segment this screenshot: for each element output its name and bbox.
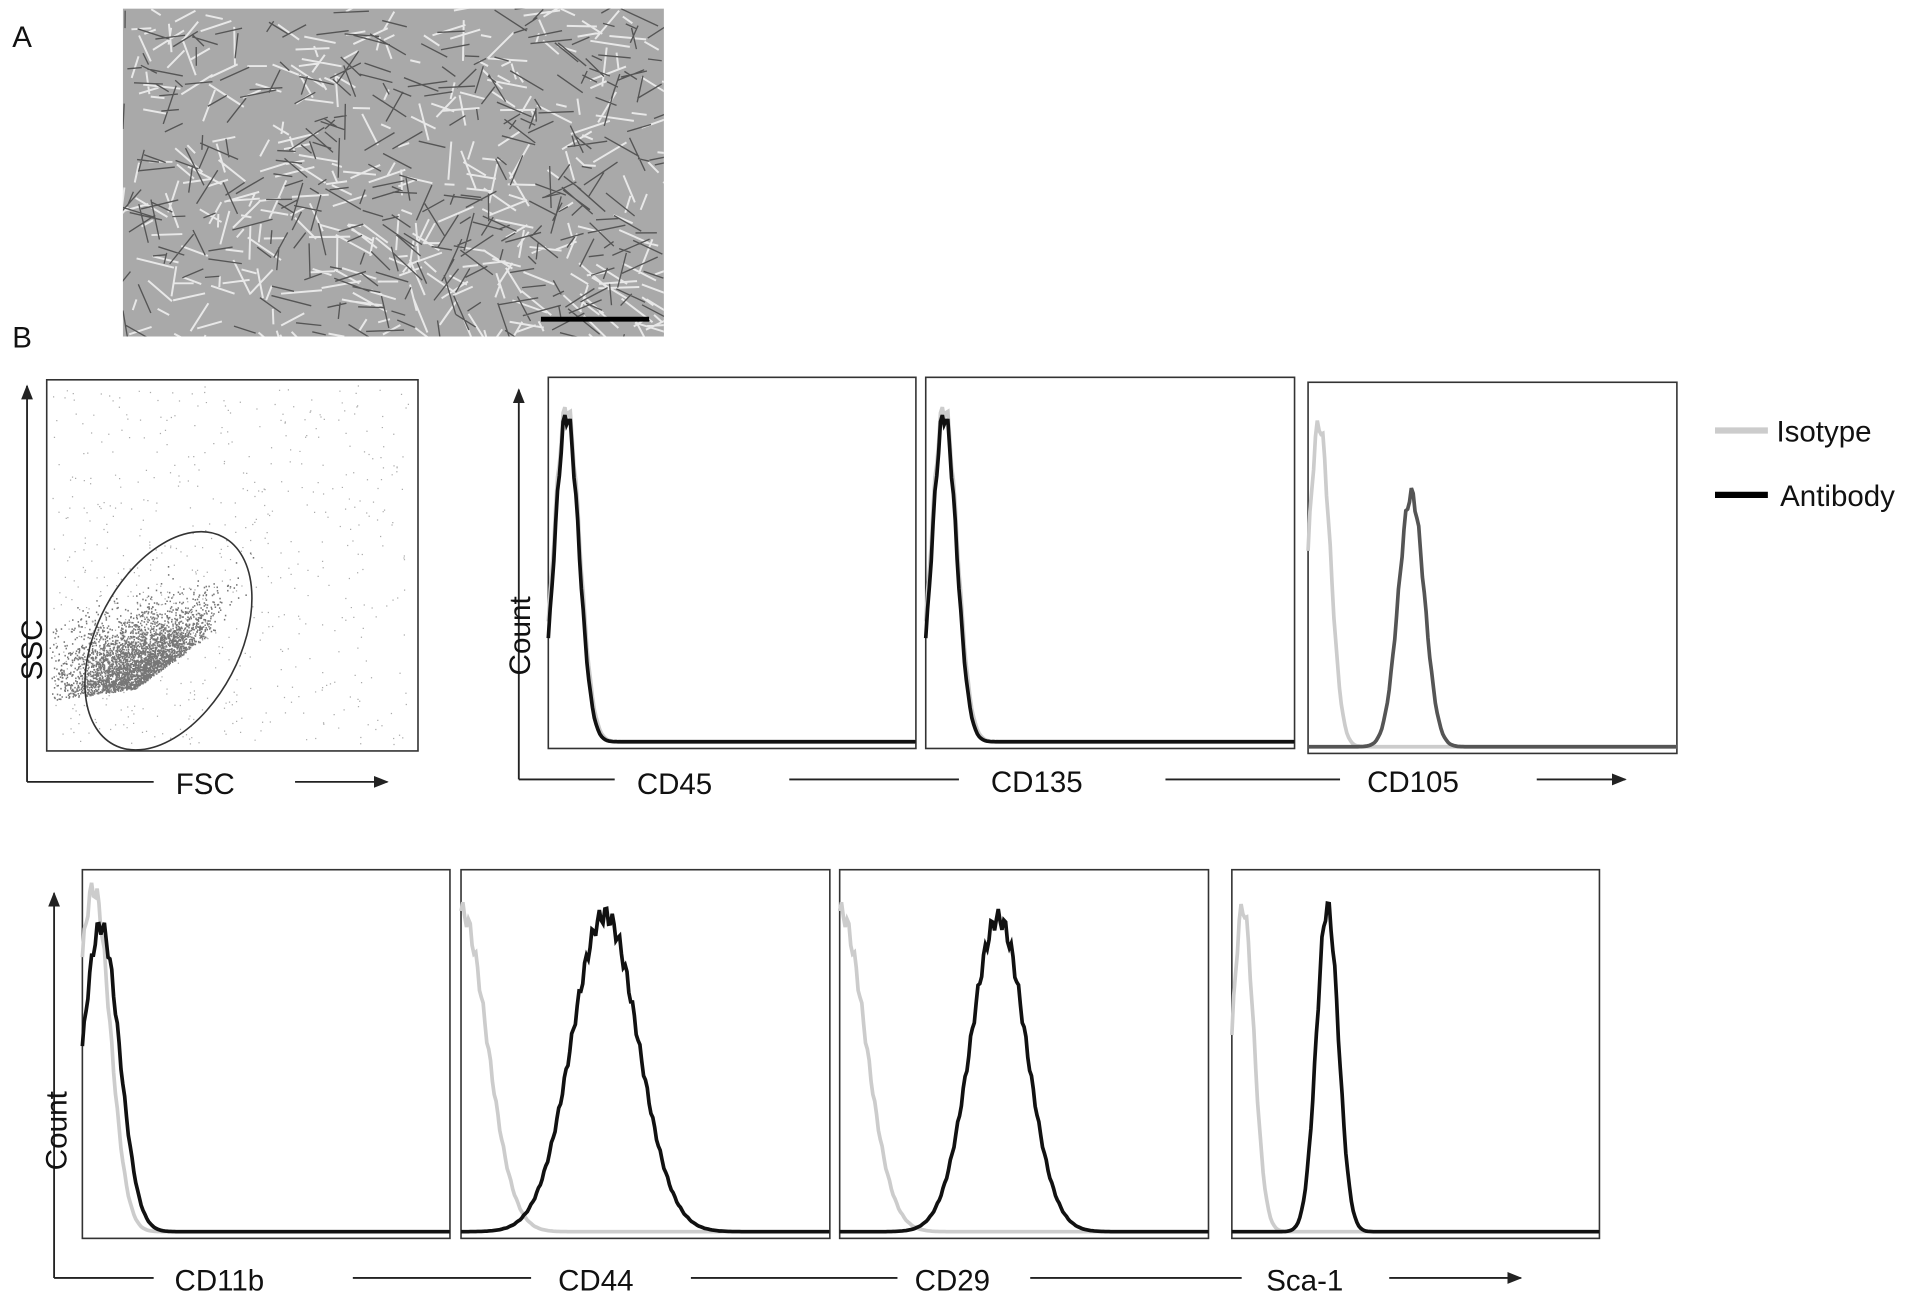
histogram-frame	[1307, 381, 1678, 755]
histogram-curve	[459, 901, 830, 1234]
histogram-curve	[546, 414, 916, 744]
histogram-curve	[80, 882, 450, 1234]
gate	[84, 530, 253, 751]
marker-label: CD45	[637, 768, 712, 801]
scatter-frame	[45, 378, 419, 752]
micrograph	[122, 8, 664, 337]
legend-label: Antibody	[1780, 480, 1895, 513]
histogram-frame	[924, 376, 1296, 750]
panel-label: B	[12, 322, 32, 355]
legend-label: Isotype	[1776, 416, 1871, 449]
events-dense	[49, 552, 255, 701]
x-label: FSC	[176, 768, 235, 801]
events-sparse	[52, 385, 410, 746]
histogram-curve	[1308, 487, 1677, 749]
histogram-curve	[839, 908, 1209, 1234]
scatter-dots	[49, 385, 410, 746]
histogram-curve	[837, 901, 1209, 1234]
marker-label: CD44	[558, 1264, 633, 1297]
marker-label: CD29	[915, 1264, 990, 1297]
marker-label: CD105	[1367, 766, 1459, 799]
histogram-frame	[81, 868, 451, 1240]
histogram-curve	[1230, 903, 1600, 1234]
y-label: Count	[40, 1091, 73, 1170]
histogram-curve	[923, 406, 1295, 744]
histograms	[80, 376, 1678, 1240]
histogram-curve	[80, 921, 450, 1234]
panel-label: A	[12, 21, 32, 54]
histogram-frame	[460, 868, 831, 1240]
marker-label: Sca-1	[1266, 1264, 1343, 1297]
histogram-frame	[1231, 868, 1601, 1240]
y-label: Count	[504, 596, 537, 675]
histogram-frame	[838, 868, 1210, 1240]
marker-label: CD135	[991, 766, 1083, 799]
histogram-curve	[1231, 901, 1600, 1234]
y-label: SSC	[16, 619, 49, 680]
marker-label: CD11b	[175, 1264, 265, 1297]
histogram-frame	[547, 376, 917, 750]
cell-shadows	[122, 8, 664, 337]
histogram-curve	[546, 406, 916, 744]
histogram-curve	[1306, 420, 1677, 749]
histogram-curve	[461, 906, 830, 1234]
histogram-curve	[923, 414, 1295, 744]
